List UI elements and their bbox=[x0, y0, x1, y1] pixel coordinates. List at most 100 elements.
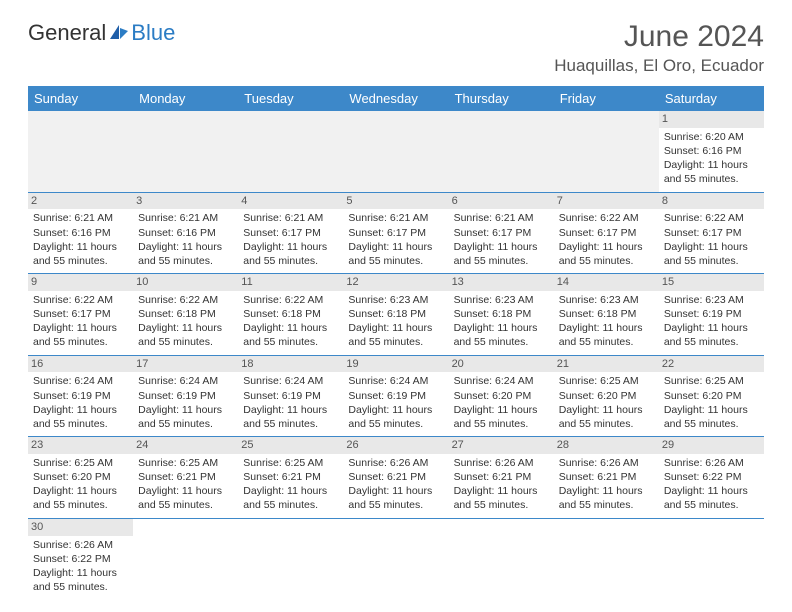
month-title: June 2024 bbox=[554, 20, 764, 54]
calendar-day: 13Sunrise: 6:23 AMSunset: 6:18 PMDayligh… bbox=[449, 274, 554, 356]
sunset-text: Sunset: 6:16 PM bbox=[33, 226, 128, 240]
day-number: 20 bbox=[449, 356, 554, 373]
sunset-text: Sunset: 6:19 PM bbox=[664, 307, 759, 321]
calendar-day: 30 Sunrise: 6:26 AMSunset: 6:22 PMDayligh… bbox=[28, 518, 133, 599]
calendar-day: 18Sunrise: 6:24 AMSunset: 6:19 PMDayligh… bbox=[238, 355, 343, 437]
sunset-text: Sunset: 6:19 PM bbox=[33, 389, 128, 403]
day-number: 16 bbox=[28, 356, 133, 373]
calendar-day: 29Sunrise: 6:26 AMSunset: 6:22 PMDayligh… bbox=[659, 437, 764, 519]
day-number: 24 bbox=[133, 437, 238, 454]
daylight-text: Daylight: 11 hours and 55 minutes. bbox=[664, 240, 759, 268]
calendar-day bbox=[659, 518, 764, 599]
daylight-text: Daylight: 11 hours and 55 minutes. bbox=[33, 321, 128, 349]
calendar-day: 26Sunrise: 6:26 AMSunset: 6:21 PMDayligh… bbox=[343, 437, 448, 519]
sunset-text: Sunset: 6:16 PM bbox=[664, 144, 759, 158]
daylight-text: Daylight: 11 hours and 55 minutes. bbox=[348, 321, 443, 349]
sunrise-text: Sunrise: 6:22 AM bbox=[33, 293, 128, 307]
day-header: Tuesday bbox=[238, 86, 343, 111]
logo: General Blue bbox=[28, 20, 175, 46]
sunset-text: Sunset: 6:22 PM bbox=[33, 552, 128, 566]
sunrise-text: Sunrise: 6:26 AM bbox=[33, 538, 128, 552]
daylight-text: Daylight: 11 hours and 55 minutes. bbox=[454, 321, 549, 349]
sunset-text: Sunset: 6:19 PM bbox=[138, 389, 233, 403]
calendar-day: 4Sunrise: 6:21 AMSunset: 6:17 PMDaylight… bbox=[238, 192, 343, 274]
day-header: Thursday bbox=[449, 86, 554, 111]
calendar-day: 23Sunrise: 6:25 AMSunset: 6:20 PMDayligh… bbox=[28, 437, 133, 519]
calendar-week: 23Sunrise: 6:25 AMSunset: 6:20 PMDayligh… bbox=[28, 437, 764, 519]
calendar-day bbox=[554, 518, 659, 599]
sunset-text: Sunset: 6:18 PM bbox=[348, 307, 443, 321]
daylight-text: Daylight: 11 hours and 55 minutes. bbox=[348, 484, 443, 512]
daylight-text: Daylight: 11 hours and 55 minutes. bbox=[454, 484, 549, 512]
calendar-table: SundayMondayTuesdayWednesdayThursdayFrid… bbox=[28, 86, 764, 599]
sunrise-text: Sunrise: 6:25 AM bbox=[559, 374, 654, 388]
calendar-day: 20Sunrise: 6:24 AMSunset: 6:20 PMDayligh… bbox=[449, 355, 554, 437]
day-number: 30 bbox=[28, 519, 133, 536]
sunrise-text: Sunrise: 6:25 AM bbox=[138, 456, 233, 470]
daylight-text: Daylight: 11 hours and 55 minutes. bbox=[664, 403, 759, 431]
calendar-day: 22Sunrise: 6:25 AMSunset: 6:20 PMDayligh… bbox=[659, 355, 764, 437]
daylight-text: Daylight: 11 hours and 55 minutes. bbox=[33, 240, 128, 268]
daylight-text: Daylight: 11 hours and 55 minutes. bbox=[138, 484, 233, 512]
sunrise-text: Sunrise: 6:26 AM bbox=[664, 456, 759, 470]
calendar-day: 1Sunrise: 6:20 AMSunset: 6:16 PMDaylight… bbox=[659, 111, 764, 192]
sunrise-text: Sunrise: 6:22 AM bbox=[559, 211, 654, 225]
day-number: 28 bbox=[554, 437, 659, 454]
calendar-day: 19Sunrise: 6:24 AMSunset: 6:19 PMDayligh… bbox=[343, 355, 448, 437]
sunset-text: Sunset: 6:18 PM bbox=[243, 307, 338, 321]
day-number: 11 bbox=[238, 274, 343, 291]
day-number: 18 bbox=[238, 356, 343, 373]
daylight-text: Daylight: 11 hours and 55 minutes. bbox=[33, 566, 128, 594]
sunset-text: Sunset: 6:21 PM bbox=[454, 470, 549, 484]
day-header-row: SundayMondayTuesdayWednesdayThursdayFrid… bbox=[28, 86, 764, 111]
sunrise-text: Sunrise: 6:26 AM bbox=[559, 456, 654, 470]
calendar-day bbox=[554, 111, 659, 192]
calendar-day: 7Sunrise: 6:22 AMSunset: 6:17 PMDaylight… bbox=[554, 192, 659, 274]
daylight-text: Daylight: 11 hours and 55 minutes. bbox=[664, 158, 759, 186]
daylight-text: Daylight: 11 hours and 55 minutes. bbox=[33, 484, 128, 512]
header: General Blue June 2024 Huaquillas, El Or… bbox=[28, 20, 764, 76]
daylight-text: Daylight: 11 hours and 55 minutes. bbox=[454, 403, 549, 431]
sunrise-text: Sunrise: 6:24 AM bbox=[33, 374, 128, 388]
day-number: 17 bbox=[133, 356, 238, 373]
sunrise-text: Sunrise: 6:23 AM bbox=[664, 293, 759, 307]
calendar-week: 16Sunrise: 6:24 AMSunset: 6:19 PMDayligh… bbox=[28, 355, 764, 437]
sunrise-text: Sunrise: 6:23 AM bbox=[454, 293, 549, 307]
calendar-day: 10Sunrise: 6:22 AMSunset: 6:18 PMDayligh… bbox=[133, 274, 238, 356]
sunset-text: Sunset: 6:20 PM bbox=[454, 389, 549, 403]
calendar-day bbox=[449, 518, 554, 599]
day-number: 13 bbox=[449, 274, 554, 291]
daylight-text: Daylight: 11 hours and 55 minutes. bbox=[33, 403, 128, 431]
daylight-text: Daylight: 11 hours and 55 minutes. bbox=[138, 403, 233, 431]
sunrise-text: Sunrise: 6:21 AM bbox=[454, 211, 549, 225]
sunset-text: Sunset: 6:21 PM bbox=[348, 470, 443, 484]
daylight-text: Daylight: 11 hours and 55 minutes. bbox=[664, 321, 759, 349]
day-header: Friday bbox=[554, 86, 659, 111]
sunset-text: Sunset: 6:18 PM bbox=[559, 307, 654, 321]
sunrise-text: Sunrise: 6:24 AM bbox=[138, 374, 233, 388]
sunset-text: Sunset: 6:21 PM bbox=[243, 470, 338, 484]
calendar-day: 16Sunrise: 6:24 AMSunset: 6:19 PMDayligh… bbox=[28, 355, 133, 437]
calendar-day bbox=[133, 111, 238, 192]
sunset-text: Sunset: 6:19 PM bbox=[348, 389, 443, 403]
day-number: 25 bbox=[238, 437, 343, 454]
daylight-text: Daylight: 11 hours and 55 minutes. bbox=[559, 240, 654, 268]
calendar-day: 11Sunrise: 6:22 AMSunset: 6:18 PMDayligh… bbox=[238, 274, 343, 356]
sunrise-text: Sunrise: 6:25 AM bbox=[243, 456, 338, 470]
sunset-text: Sunset: 6:20 PM bbox=[559, 389, 654, 403]
sunset-text: Sunset: 6:19 PM bbox=[243, 389, 338, 403]
calendar-day: 25Sunrise: 6:25 AMSunset: 6:21 PMDayligh… bbox=[238, 437, 343, 519]
sunset-text: Sunset: 6:21 PM bbox=[559, 470, 654, 484]
daylight-text: Daylight: 11 hours and 55 minutes. bbox=[559, 484, 654, 512]
sunrise-text: Sunrise: 6:20 AM bbox=[664, 130, 759, 144]
sunrise-text: Sunrise: 6:22 AM bbox=[138, 293, 233, 307]
day-number: 15 bbox=[659, 274, 764, 291]
sunset-text: Sunset: 6:16 PM bbox=[138, 226, 233, 240]
daylight-text: Daylight: 11 hours and 55 minutes. bbox=[664, 484, 759, 512]
day-number: 6 bbox=[449, 193, 554, 210]
sunrise-text: Sunrise: 6:21 AM bbox=[33, 211, 128, 225]
sunrise-text: Sunrise: 6:21 AM bbox=[348, 211, 443, 225]
calendar-day: 2Sunrise: 6:21 AMSunset: 6:16 PMDaylight… bbox=[28, 192, 133, 274]
calendar-day: 24Sunrise: 6:25 AMSunset: 6:21 PMDayligh… bbox=[133, 437, 238, 519]
sunrise-text: Sunrise: 6:26 AM bbox=[454, 456, 549, 470]
